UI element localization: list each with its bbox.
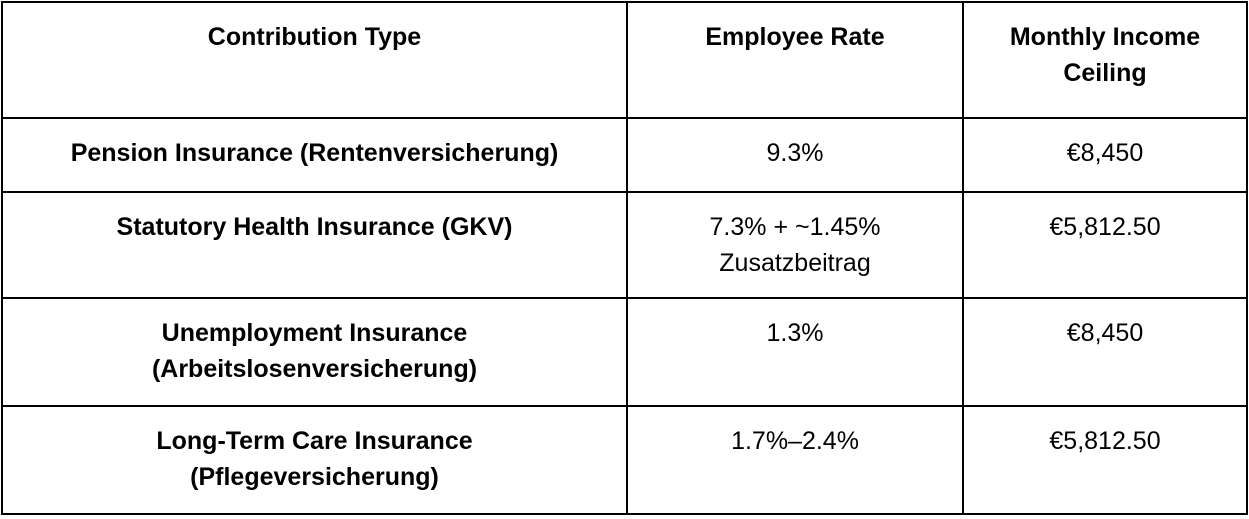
contribution-type-german-name: (Arbeitslosenversicherung) — [151, 355, 478, 383]
header-ceiling-label-line2: Ceiling — [1063, 59, 1147, 87]
contribution-type-cell: Long-Term Care Insurance (Pflegeversiche… — [1, 405, 628, 515]
employee-rate-cell: 9.3% — [626, 117, 964, 193]
table-row: Long-Term Care Insurance (Pflegeversiche… — [1, 405, 1248, 515]
header-contribution-type-label: Contribution Type — [207, 23, 422, 51]
table-row: Statutory Health Insurance (GKV) 7.3% + … — [1, 191, 1248, 299]
table-row: Pension Insurance (Rentenversicherung) 9… — [1, 117, 1248, 193]
contribution-type-cell: Unemployment Insurance (Arbeitslosenvers… — [1, 297, 628, 407]
income-ceiling-cell: €8,450 — [962, 297, 1248, 407]
contribution-type-german-name: (Pflegeversicherung) — [190, 463, 439, 491]
table-row: Unemployment Insurance (Arbeitslosenvers… — [1, 297, 1248, 407]
income-ceiling-value: €5,812.50 — [1049, 427, 1161, 455]
contribution-type-cell: Statutory Health Insurance (GKV) — [1, 191, 628, 299]
income-ceiling-cell: €8,450 — [962, 117, 1248, 193]
header-employee-rate-label: Employee Rate — [705, 23, 885, 51]
income-ceiling-value: €5,812.50 — [1049, 213, 1161, 241]
employee-rate-cell: 1.3% — [626, 297, 964, 407]
income-ceiling-value: €8,450 — [1066, 139, 1144, 167]
contribution-type-label: Statutory Health Insurance (GKV) — [116, 213, 513, 241]
employee-rate-cell: 1.7%–2.4% — [626, 405, 964, 515]
income-ceiling-cell: €5,812.50 — [962, 405, 1248, 515]
contribution-type-label: Long-Term Care Insurance — [156, 427, 473, 455]
header-monthly-income-ceiling: Monthly Income Ceiling — [962, 1, 1248, 119]
contribution-type-label: Unemployment Insurance — [161, 319, 468, 347]
header-employee-rate: Employee Rate — [626, 1, 964, 119]
contribution-type-cell: Pension Insurance (Rentenversicherung) — [1, 117, 628, 193]
employee-rate-note: Zusatzbeitrag — [719, 249, 871, 277]
income-ceiling-value: €8,450 — [1066, 319, 1144, 347]
employee-rate-cell: 7.3% + ~1.45% Zusatzbeitrag — [626, 191, 964, 299]
employee-rate-value: 1.7%–2.4% — [731, 427, 859, 455]
employee-rate-value: 1.3% — [766, 319, 824, 347]
contribution-type-label: Pension Insurance (Rentenversicherung) — [70, 139, 559, 167]
employee-rate-value: 7.3% + ~1.45% — [709, 213, 881, 241]
header-ceiling-label-line1: Monthly Income — [1009, 23, 1201, 51]
header-contribution-type: Contribution Type — [1, 1, 628, 119]
table-header-row: Contribution Type Employee Rate Monthly … — [1, 1, 1248, 119]
employee-rate-value: 9.3% — [766, 139, 824, 167]
income-ceiling-cell: €5,812.50 — [962, 191, 1248, 299]
